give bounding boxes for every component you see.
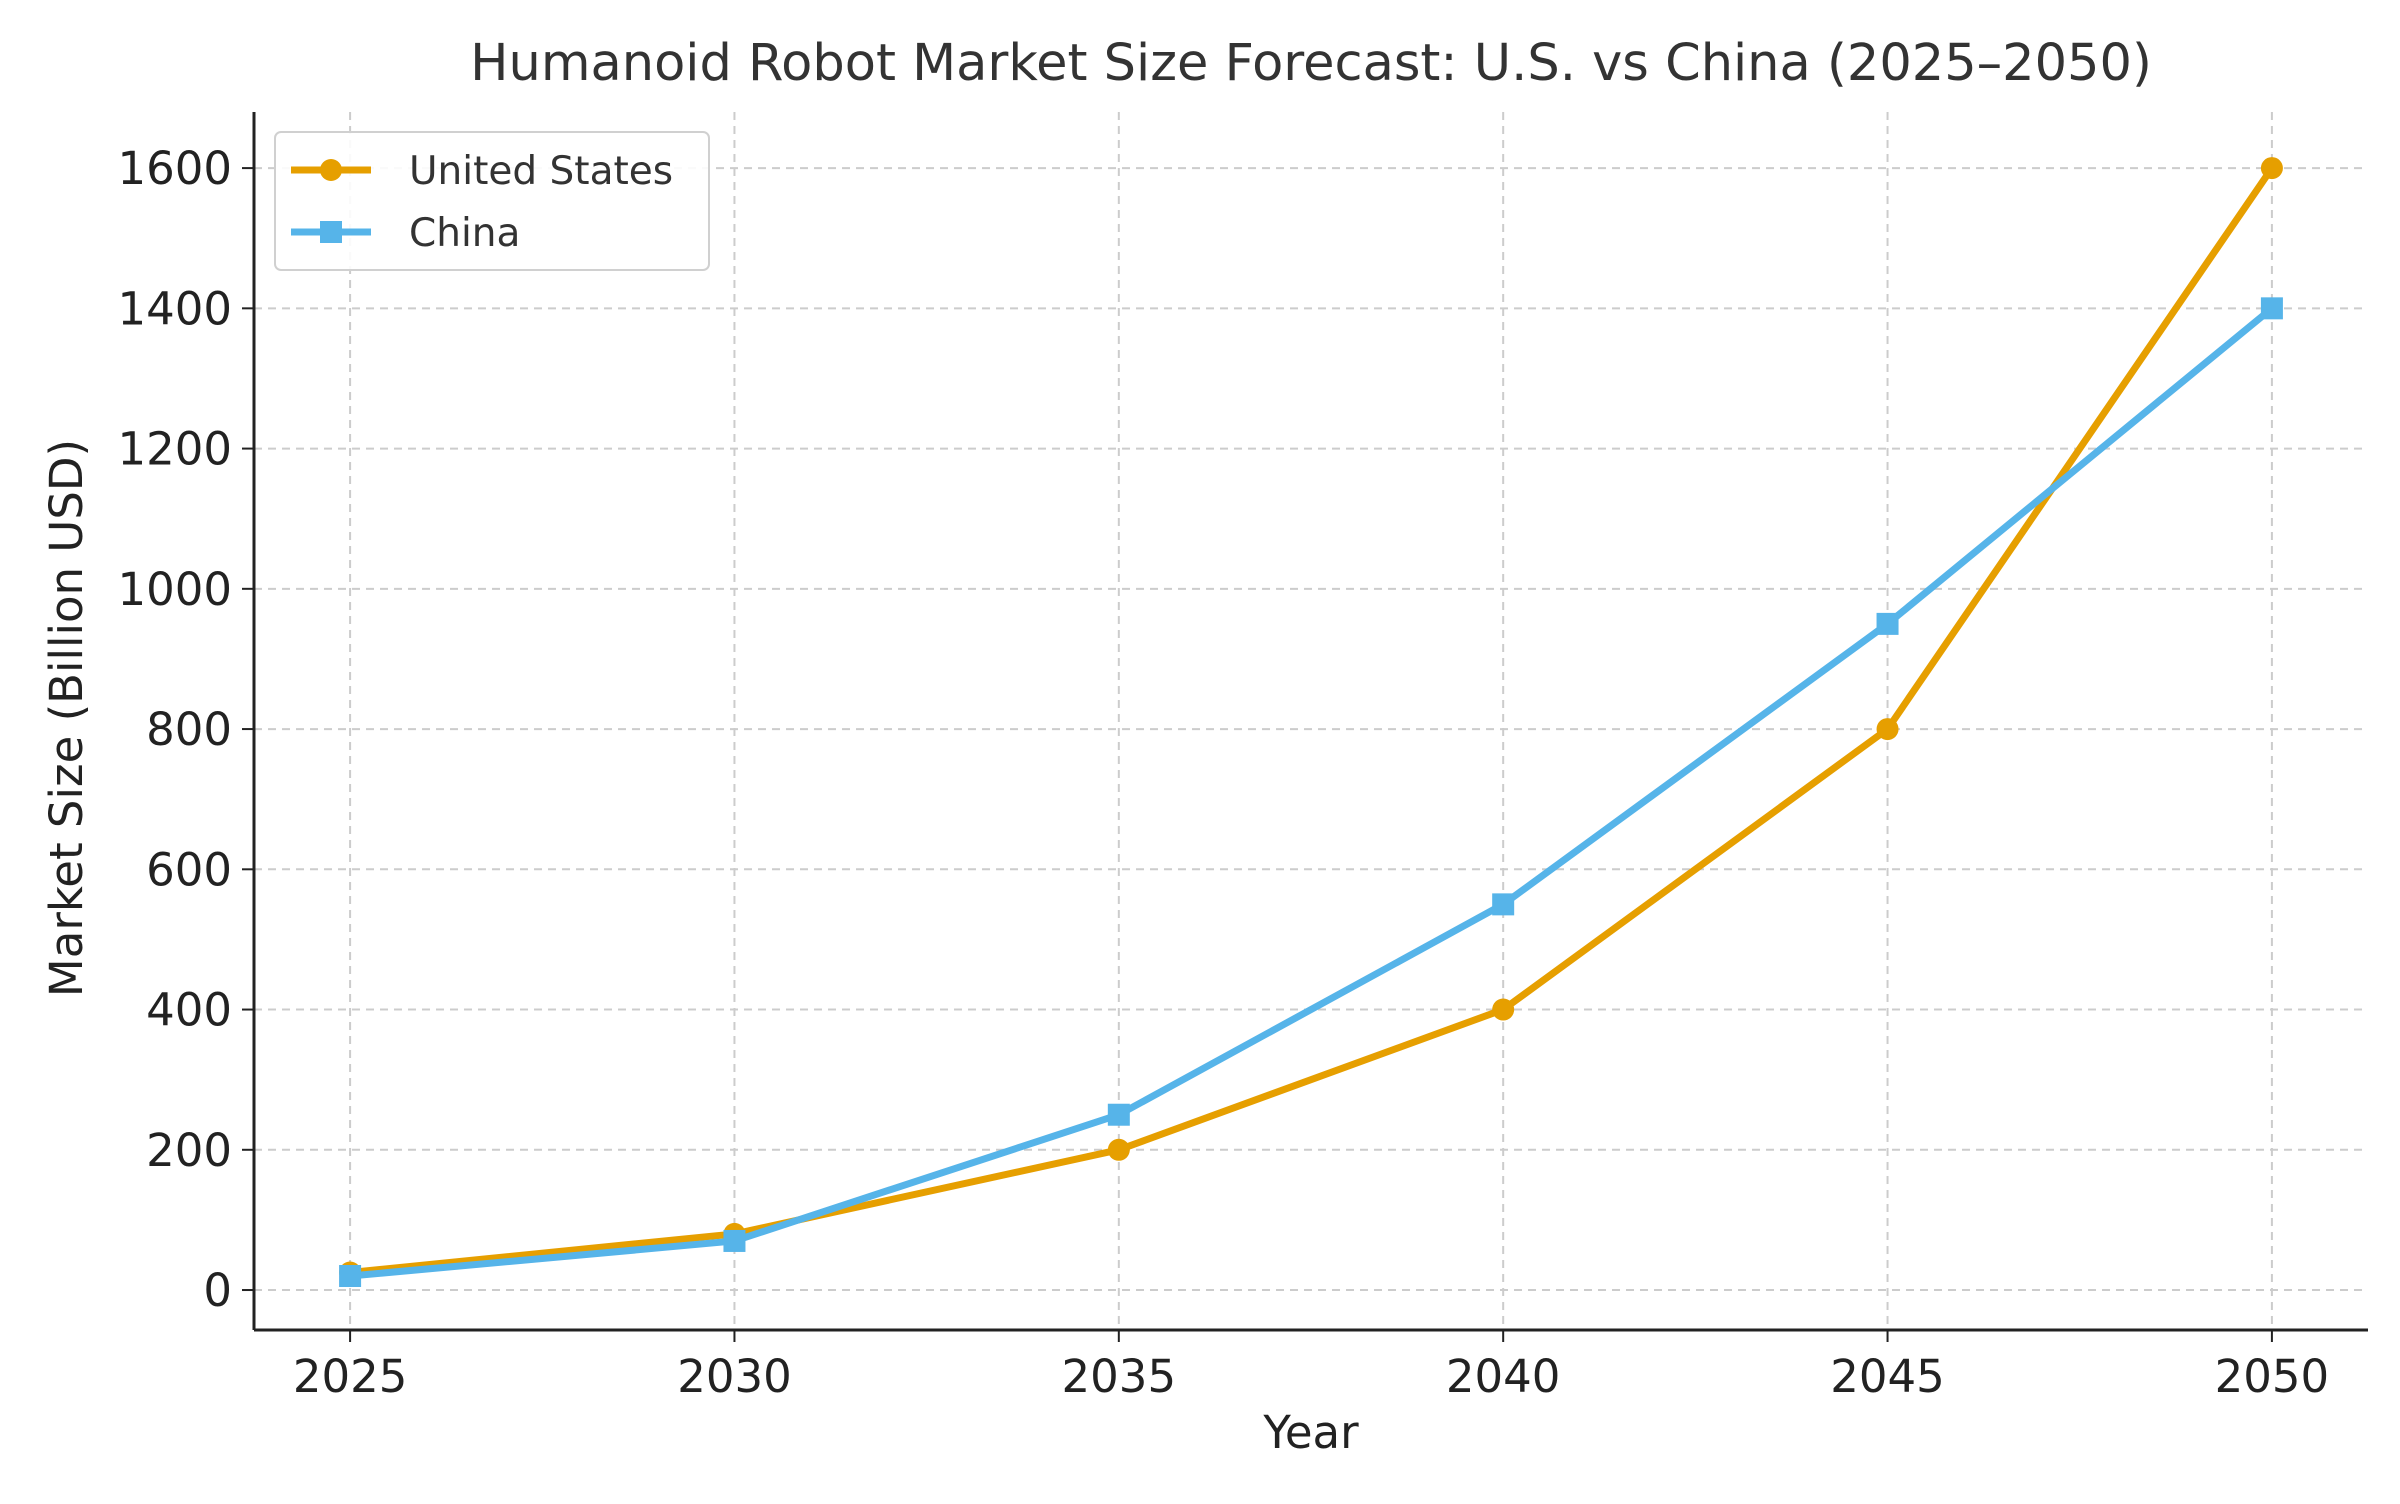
- data-point: [1492, 998, 1515, 1021]
- x-tick-label: 2040: [1446, 1350, 1561, 1403]
- legend-item-united-states: United States: [291, 149, 673, 194]
- legend: United States China: [274, 131, 710, 271]
- data-point: [2260, 297, 2283, 320]
- x-tick-label: 2035: [1062, 1350, 1177, 1403]
- chart-title: Humanoid Robot Market Size Forecast: U.S…: [470, 34, 2152, 93]
- x-tick-label: 2030: [677, 1350, 792, 1403]
- y-tick-label: 400: [146, 984, 232, 1037]
- y-axis-label: Market Size (Billion USD): [40, 439, 93, 997]
- y-tick-label: 1600: [117, 142, 232, 195]
- axes: [252, 112, 2368, 1332]
- y-tick-label: 1400: [117, 282, 232, 335]
- series-line: [346, 164, 2276, 1277]
- data-point: [1107, 1103, 1130, 1126]
- data-point: [339, 1265, 362, 1288]
- tick-labels: 2025 2030 2035 2040 2045 2050 0 200 400 600 800 100…: [117, 142, 2329, 1403]
- legend-item-china: China: [291, 211, 520, 256]
- y-tick-label: 1000: [117, 563, 232, 616]
- legend-marker: [320, 159, 342, 181]
- data-point: [1492, 893, 1515, 916]
- legend-label: China: [409, 211, 520, 256]
- legend-box: [274, 131, 710, 271]
- y-tick-label: 0: [203, 1264, 232, 1317]
- y-tick-label: 800: [146, 703, 232, 756]
- x-tick-label: 2050: [2215, 1350, 2330, 1403]
- x-tick-label: 2045: [1830, 1350, 1945, 1403]
- legend-label: United States: [409, 149, 673, 194]
- data-point: [1876, 718, 1899, 741]
- legend-marker: [320, 221, 342, 243]
- series-lines: [339, 157, 2283, 1288]
- series-united-states: [339, 157, 2283, 1284]
- grid: [254, 112, 2368, 1330]
- data-point: [1107, 1138, 1130, 1161]
- y-tick-label: 600: [146, 843, 232, 896]
- data-point: [723, 1229, 746, 1252]
- x-tick-label: 2025: [293, 1350, 408, 1403]
- data-point: [1876, 612, 1899, 635]
- x-axis-label: Year: [1262, 1406, 1359, 1459]
- y-tick-label: 200: [146, 1124, 232, 1177]
- series-china: [339, 297, 2283, 1288]
- data-point: [2260, 157, 2283, 180]
- series-line: [346, 304, 2276, 1280]
- y-tick-label: 1200: [117, 423, 232, 476]
